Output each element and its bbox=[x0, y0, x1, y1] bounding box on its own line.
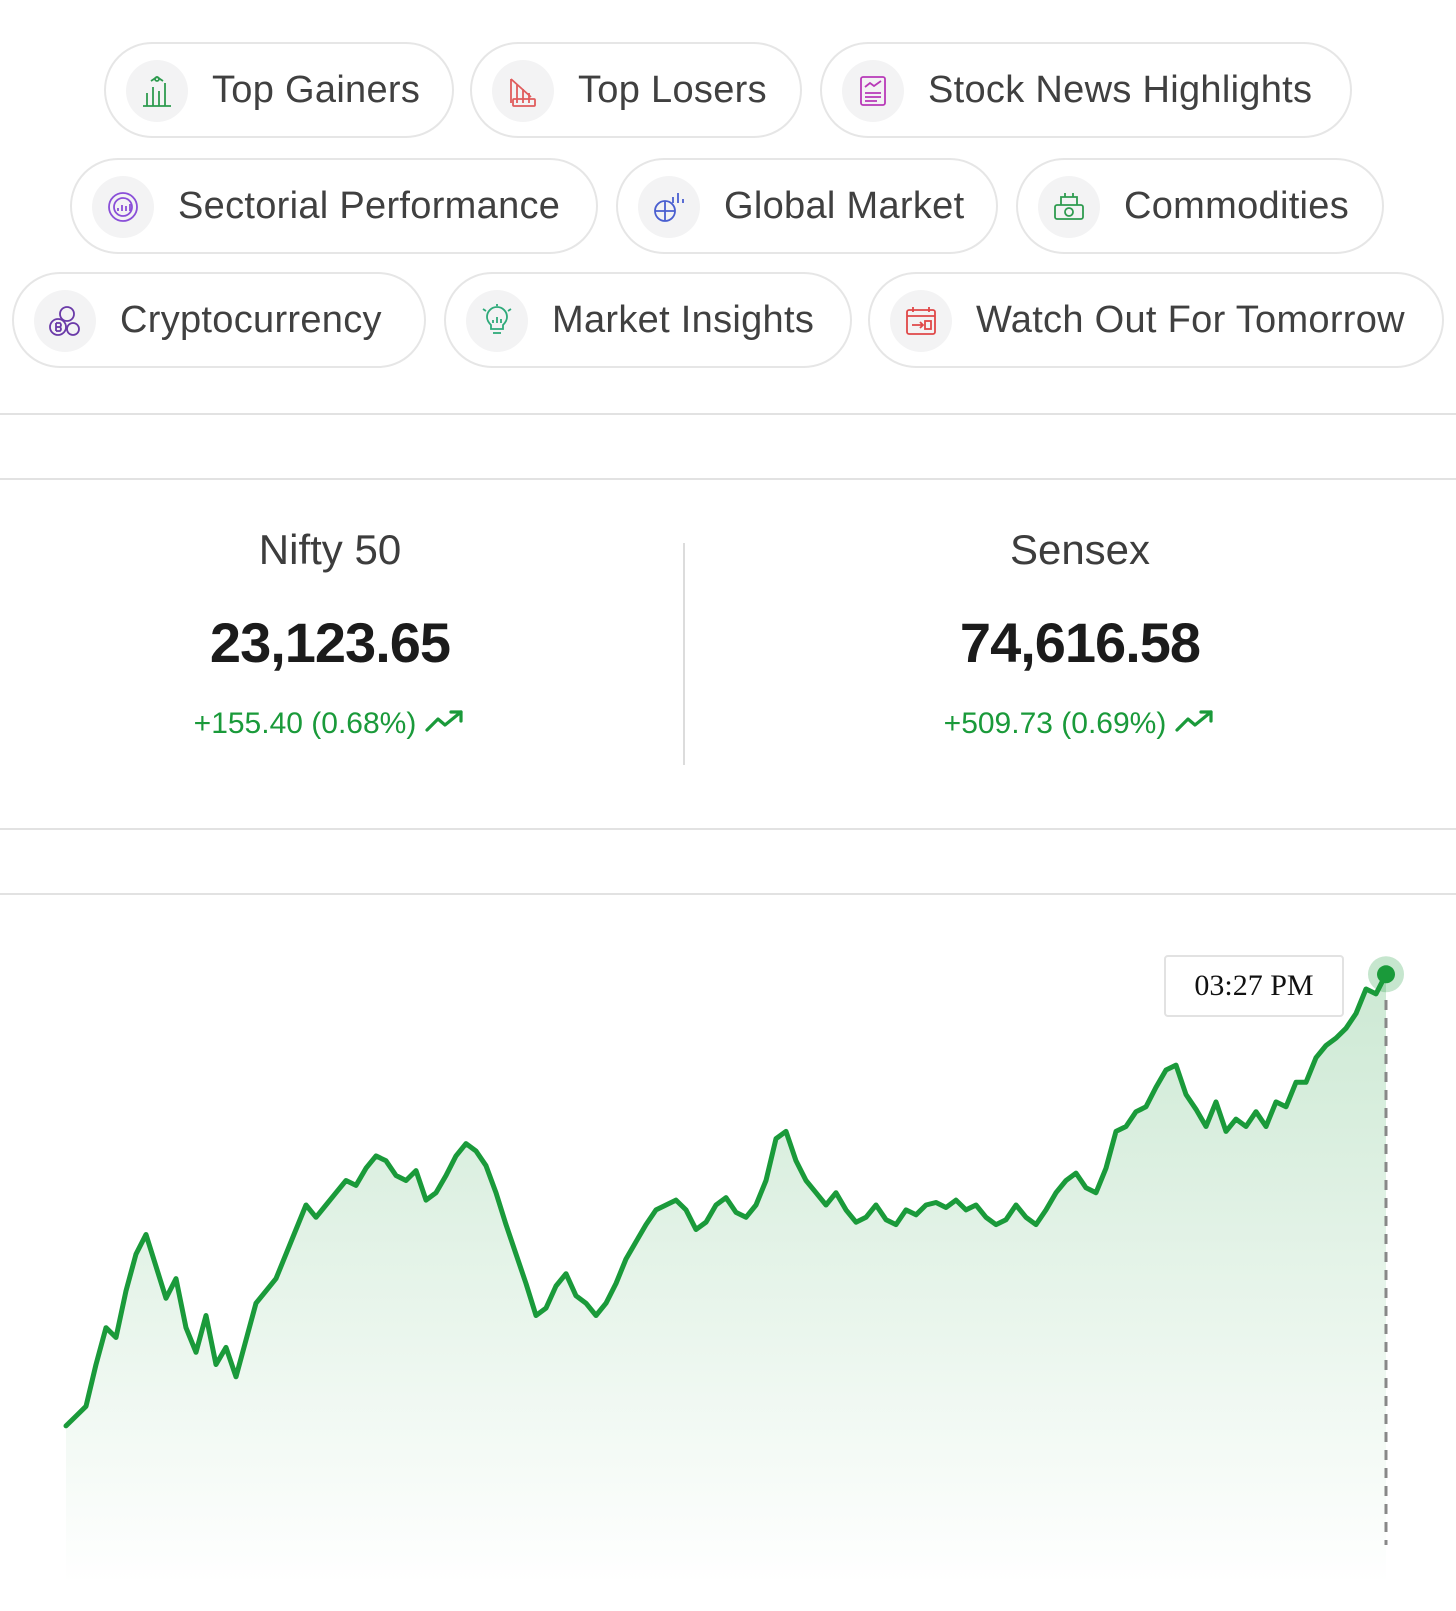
index-change: +155.40 (0.68%) bbox=[50, 704, 610, 744]
chart-line bbox=[63, 971, 1389, 1429]
top-losers-icon bbox=[492, 60, 554, 122]
chip-cryptocurrency[interactable]: Cryptocurrency bbox=[12, 272, 426, 368]
index-change-text: +155.40 (0.68%) bbox=[193, 707, 417, 740]
chip-label: Watch Out For Tomorrow bbox=[976, 299, 1405, 341]
chip-label: Stock News Highlights bbox=[928, 69, 1313, 111]
trend-up-icon bbox=[424, 705, 466, 745]
crypto-icon bbox=[34, 290, 96, 352]
chip-label: Top Losers bbox=[578, 69, 767, 111]
sensex-card[interactable]: Sensex 74,616.58 +509.73 (0.69%) bbox=[800, 520, 1360, 744]
commodities-icon bbox=[1038, 176, 1100, 238]
index-name: Nifty 50 bbox=[258, 526, 402, 573]
index-value: 74,616.58 bbox=[959, 611, 1201, 674]
index-name: Sensex bbox=[1009, 526, 1151, 573]
chip-watch-out-for-tomorrow[interactable]: Watch Out For Tomorrow bbox=[868, 272, 1444, 368]
chip-commodities[interactable]: Commodities bbox=[1016, 158, 1384, 254]
divider bbox=[0, 413, 1456, 415]
chart-area bbox=[66, 974, 1386, 1585]
calendar-icon bbox=[890, 290, 952, 352]
chart-svg[interactable] bbox=[0, 895, 1456, 1595]
global-market-icon bbox=[638, 176, 700, 238]
chip-sectorial-performance[interactable]: Sectorial Performance bbox=[70, 158, 598, 254]
chip-stock-news-highlights[interactable]: Stock News Highlights bbox=[820, 42, 1352, 138]
current-point bbox=[1377, 965, 1395, 984]
divider bbox=[0, 478, 1456, 480]
intraday-chart[interactable] bbox=[0, 895, 1456, 1595]
sector-icon bbox=[92, 176, 154, 238]
chip-label: Top Gainers bbox=[212, 69, 421, 111]
chip-label: Sectorial Performance bbox=[178, 185, 561, 227]
nifty-50-card[interactable]: Nifty 50 23,123.65 +155.40 (0.68%) bbox=[50, 520, 610, 744]
chip-top-gainers[interactable]: Top Gainers bbox=[104, 42, 454, 138]
vertical-separator bbox=[683, 543, 685, 765]
chip-label: Market Insights bbox=[552, 299, 815, 341]
divider bbox=[0, 893, 1456, 895]
chip-label: Cryptocurrency bbox=[120, 299, 382, 341]
trend-up-icon bbox=[1174, 705, 1216, 745]
news-icon bbox=[842, 60, 904, 122]
insights-icon bbox=[466, 290, 528, 352]
chip-global-market[interactable]: Global Market bbox=[616, 158, 998, 254]
index-change: +509.73 (0.69%) bbox=[800, 704, 1360, 744]
divider bbox=[0, 828, 1456, 830]
chip-top-losers[interactable]: Top Losers bbox=[470, 42, 802, 138]
index-value: 23,123.65 bbox=[209, 611, 451, 674]
index-change-text: +509.73 (0.69%) bbox=[943, 707, 1167, 740]
time-tooltip: 03:27 PM bbox=[1164, 955, 1344, 1017]
top-gainers-icon bbox=[126, 60, 188, 122]
chip-label: Commodities bbox=[1124, 185, 1350, 227]
chip-label: Global Market bbox=[724, 185, 965, 227]
chip-market-insights[interactable]: Market Insights bbox=[444, 272, 852, 368]
